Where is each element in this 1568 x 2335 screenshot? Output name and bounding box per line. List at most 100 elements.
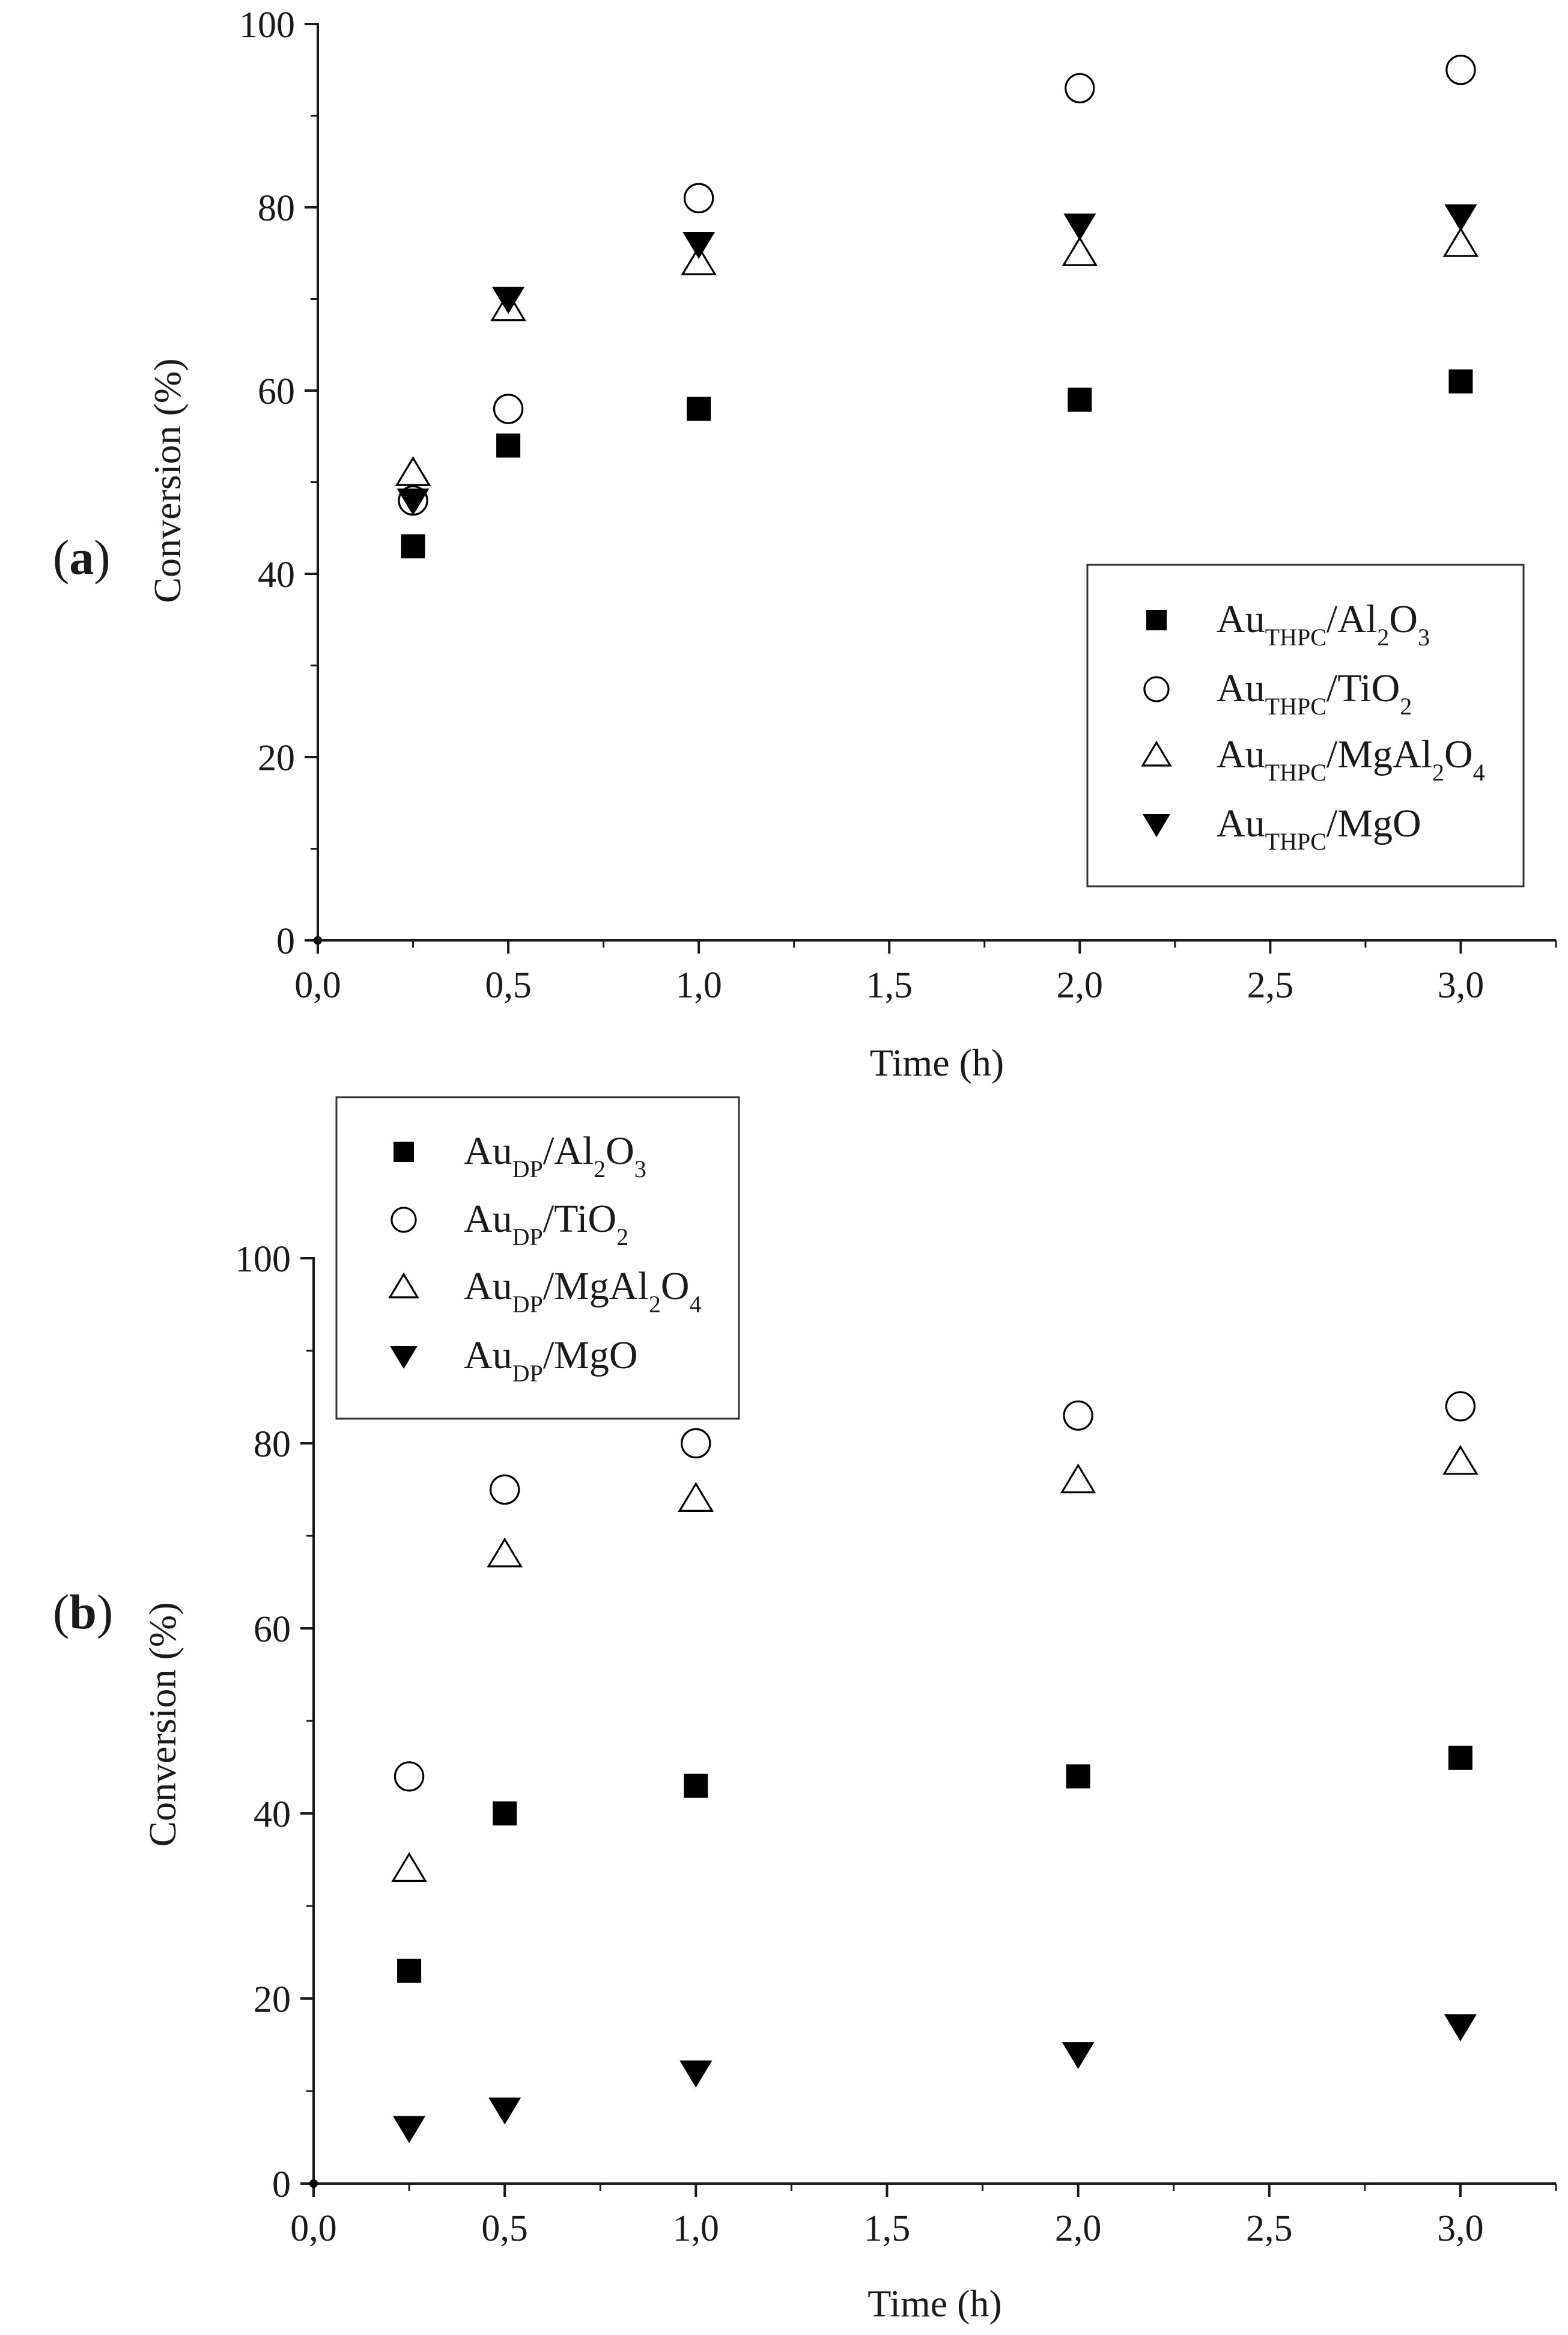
x-tick-label: 0,5 [481, 2208, 528, 2249]
x-tick-label: 2,5 [1246, 2208, 1293, 2249]
data-point [393, 2116, 426, 2143]
x-axis-title: Time (h) [868, 2282, 1001, 2325]
axes: 0 20 40 60 80 100 0,0 0,5 1,0 1,5 2,0 2,5 3,0 [239, 5, 1557, 1006]
legend-marker [390, 1346, 418, 1369]
data-point [401, 534, 425, 559]
data-point [684, 1773, 708, 1798]
x-tick-label: 0,0 [290, 2208, 337, 2249]
axes: 0 20 40 60 80 100 0,0 0,5 1,0 1,5 2,0 2,5 3,0 [235, 1239, 1557, 2249]
data-point [490, 291, 526, 321]
series-4 [314, 204, 1477, 945]
data-point [1448, 1746, 1472, 1770]
data-point [682, 232, 716, 259]
data-point [681, 245, 717, 276]
series-1 [314, 369, 1473, 945]
data-point [1442, 1445, 1478, 1475]
y-tick-label: 20 [254, 1979, 291, 2020]
series-1 [309, 1746, 1472, 2188]
data-point [309, 2179, 318, 2188]
data-point [489, 1474, 520, 1505]
legend-marker [1143, 814, 1170, 838]
data-point [1062, 2042, 1095, 2069]
x-tick-label: 1,5 [864, 2208, 911, 2249]
data-point [1444, 204, 1477, 232]
data-point [397, 489, 430, 516]
data-point [487, 1537, 523, 1568]
data-point [1448, 369, 1473, 394]
legend-entry: AuTHPC/MgAl2O4 [1217, 732, 1485, 786]
legend: AuTHPC/Al2O3 AuTHPC/TiO2 AuTHPC/MgAl2O4 AuT… [1086, 564, 1525, 887]
legend-entry: AuTHPC/TiO2 [1217, 666, 1412, 720]
data-point [394, 1761, 425, 1792]
x-tick-label: 2,0 [1055, 2208, 1102, 2249]
y-tick-label: 40 [258, 555, 295, 595]
data-point [1063, 213, 1096, 241]
panel-a-chart: 0 20 40 60 80 100 0,0 0,5 1,0 1,5 2,0 2,5 3,0 Time (h… [53, 5, 1557, 1084]
legend-marker [390, 1207, 417, 1233]
data-point [397, 1958, 422, 1983]
data-point [683, 183, 714, 213]
y-tick-label: 20 [258, 738, 295, 779]
legend: AuDP/Al2O3 AuDP/TiO2 AuDP/MgAl2O4 AuDP/MgO [335, 1096, 740, 1420]
y-tick-label: 100 [235, 1239, 291, 1280]
x-tick-label: 0,0 [294, 965, 341, 1006]
y-tick-label: 100 [239, 5, 295, 46]
panel-label: (a) [53, 530, 111, 585]
data-point [678, 1482, 714, 1512]
data-point [395, 456, 431, 486]
data-point [1065, 73, 1095, 103]
data-point [1068, 388, 1092, 412]
data-point [391, 1852, 427, 1882]
y-tick-label: 60 [254, 1609, 291, 1650]
panel-b-chart: 0 20 40 60 80 100 0,0 0,5 1,0 1,5 2,0 2,5 3,0 Time (h… [53, 1096, 1557, 2325]
data-point [314, 936, 322, 945]
data-point [1063, 1400, 1093, 1431]
legend-marker [1146, 610, 1167, 630]
data-point [493, 1801, 517, 1825]
data-point [687, 397, 711, 421]
x-tick-label: 2,0 [1057, 965, 1104, 1006]
y-tick-label: 0 [276, 921, 295, 962]
legend-marker [1143, 676, 1170, 702]
data-point [1445, 55, 1476, 85]
data-point [1442, 227, 1479, 257]
y-axis-title: Conversion (%) [141, 1602, 184, 1846]
y-tick-label: 60 [258, 371, 295, 412]
y-tick-label: 40 [254, 1794, 291, 1835]
legend-entry: AuTHPC/Al2O3 [1217, 597, 1430, 651]
data-point [681, 1428, 711, 1459]
legend-entry: AuTHPC/MgO [1217, 802, 1421, 855]
x-tick-label: 1,0 [675, 965, 722, 1006]
series-4 [309, 2014, 1477, 2188]
legend-marker [1141, 740, 1172, 767]
data-point [492, 287, 525, 314]
legend-marker [388, 1272, 419, 1298]
y-tick-label: 80 [254, 1424, 291, 1465]
y-axis-title: Conversion (%) [146, 358, 189, 603]
x-axis-title: Time (h) [870, 1041, 1004, 1084]
x-tick-label: 1,0 [673, 2208, 720, 2249]
data-point [1444, 2014, 1477, 2042]
legend-entry: AuDP/MgAl2O4 [464, 1264, 702, 1318]
y-tick-label: 80 [258, 188, 295, 229]
data-point [493, 394, 524, 424]
data-point [679, 2060, 713, 2088]
data-point [1062, 236, 1098, 266]
x-tick-label: 0,5 [485, 965, 532, 1006]
data-point [496, 433, 521, 458]
data-point [488, 2097, 521, 2125]
x-tick-label: 1,5 [866, 965, 913, 1006]
x-tick-label: 3,0 [1438, 965, 1484, 1006]
legend-entry: AuDP/TiO2 [464, 1197, 628, 1250]
data-point [1066, 1764, 1090, 1789]
data-point [1445, 1391, 1476, 1422]
legend-entry: AuDP/Al2O3 [464, 1129, 646, 1183]
x-tick-label: 2,5 [1247, 965, 1294, 1006]
y-tick-label: 0 [272, 2164, 291, 2205]
legend-marker [394, 1142, 414, 1162]
series-3 [309, 1445, 1478, 2188]
x-tick-label: 3,0 [1437, 2208, 1484, 2249]
series-2 [309, 1391, 1476, 2188]
data-point [1060, 1463, 1096, 1494]
